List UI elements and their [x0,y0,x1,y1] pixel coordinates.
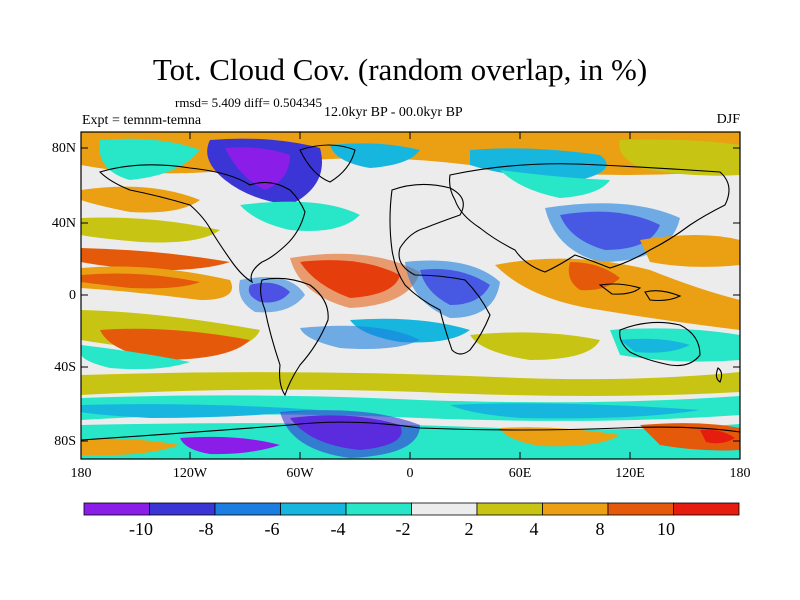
colorbar-label: 10 [657,519,675,539]
map-title: Tot. Cloud Cov. (random overlap, in %) [152,52,648,87]
coast-europe-africa [389,183,491,355]
lon-label-60e: 60E [508,466,532,481]
colorbar-label: -4 [330,519,346,539]
colorbar [83,502,740,516]
colorbar-swatch [345,502,412,516]
coast-north-america [98,164,306,284]
colorbar-label: -6 [264,519,280,539]
colorbar-swatch [542,502,609,516]
lon-label-60w: 60W [286,466,314,481]
colorbar-swatch [411,502,478,516]
colorbar-label: 2 [464,519,474,539]
colorbar-label: -2 [395,519,411,539]
lat-label-40s: 40S [54,360,76,375]
coastlines [81,144,740,441]
lon-label-180e: 180 [729,466,751,481]
coast-south-america [259,277,329,397]
stats-text: rmsd= 5.409 diff= 0.504345 [175,95,322,110]
lon-label-180w: 180 [70,466,92,481]
coast-new-zealand [715,367,723,383]
lon-label-120e: 120E [615,466,645,481]
coast-indonesia [598,283,682,302]
colorbar-swatch [83,502,150,516]
coast-australia [619,321,701,367]
colorbar-swatch [476,502,543,516]
colorbar-label: -10 [129,519,153,539]
lat-label-40n: 40N [51,216,76,231]
colorbar-label: 4 [529,519,539,539]
colorbar-swatch [607,502,674,516]
coast-greenland [299,144,356,183]
coast-asia [449,163,730,273]
colorbar-swatch [149,502,216,516]
colorbar-label: 8 [595,519,605,539]
lat-label-0: 0 [69,288,76,303]
season-label: DJF [716,112,740,127]
experiment-label: Expt = temnm-temna [82,113,202,128]
period-label: 12.0kyr BP - 00.0kyr BP [324,105,463,120]
lon-label-0: 0 [406,466,414,481]
lat-label-80s: 80S [54,434,76,449]
coast-antarctica [81,421,740,441]
lon-label-120w: 120W [172,466,208,481]
colorbar-swatch [214,502,281,516]
colorbar-swatch [673,502,740,516]
colorbar-swatch [280,502,347,516]
axis-ticks [81,132,740,459]
colorbar-label: -8 [198,519,214,539]
lat-label-80n: 80N [51,141,76,156]
anomaly-field [81,132,740,459]
